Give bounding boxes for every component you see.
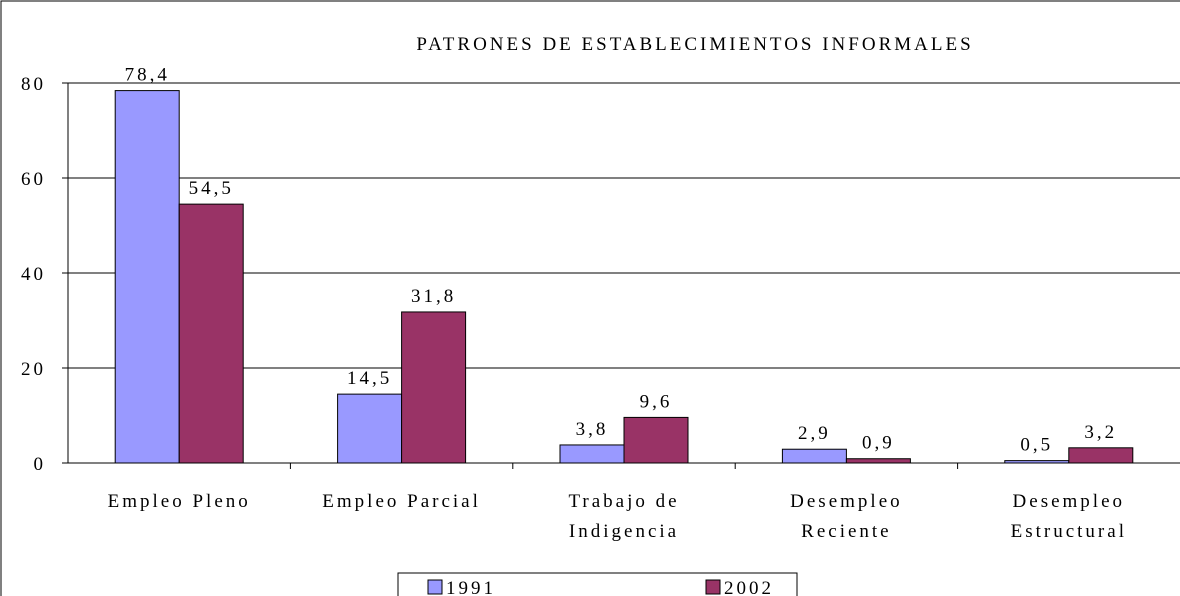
y-tick-label: 20	[21, 359, 46, 380]
legend-swatch	[427, 579, 443, 595]
bar	[845, 458, 911, 464]
value-label: 3,2	[1084, 422, 1117, 443]
y-tick-label: 60	[21, 169, 46, 190]
y-tick-label: 80	[21, 74, 46, 95]
legend-label: 1991	[446, 578, 496, 596]
x-tick-label: Desempleo Reciente	[790, 491, 902, 542]
x-tick-label: Empleo Parcial	[322, 491, 481, 512]
bar	[781, 448, 847, 464]
bar	[1068, 447, 1134, 464]
x-tick-label: Empleo Pleno	[108, 491, 251, 512]
legend-label: 2002	[724, 578, 774, 596]
value-label: 2,9	[798, 423, 831, 444]
value-label: 54,5	[189, 178, 234, 199]
bar	[559, 444, 625, 464]
bar	[623, 416, 689, 464]
value-label: 0,5	[1020, 435, 1053, 456]
bar	[114, 90, 180, 464]
value-label: 14,5	[347, 368, 392, 389]
value-label: 3,8	[576, 419, 609, 440]
value-label: 9,6	[640, 391, 673, 412]
value-label: 78,4	[125, 65, 170, 86]
x-tick-label: Trabajo de Indigencia	[568, 491, 679, 542]
x-tick-label: Desempleo Estructural	[1011, 491, 1127, 542]
value-label: 31,8	[411, 286, 456, 307]
bar	[401, 311, 467, 464]
bar	[178, 203, 244, 464]
y-tick-label: 0	[34, 454, 47, 475]
legend-swatch	[705, 579, 721, 595]
bar	[337, 393, 403, 464]
value-label: 0,9	[862, 433, 895, 454]
y-tick-label: 40	[21, 264, 46, 285]
legend-box	[397, 572, 798, 596]
chart-title: PATRONES DE ESTABLECIMIENTOS INFORMALES	[416, 34, 973, 55]
